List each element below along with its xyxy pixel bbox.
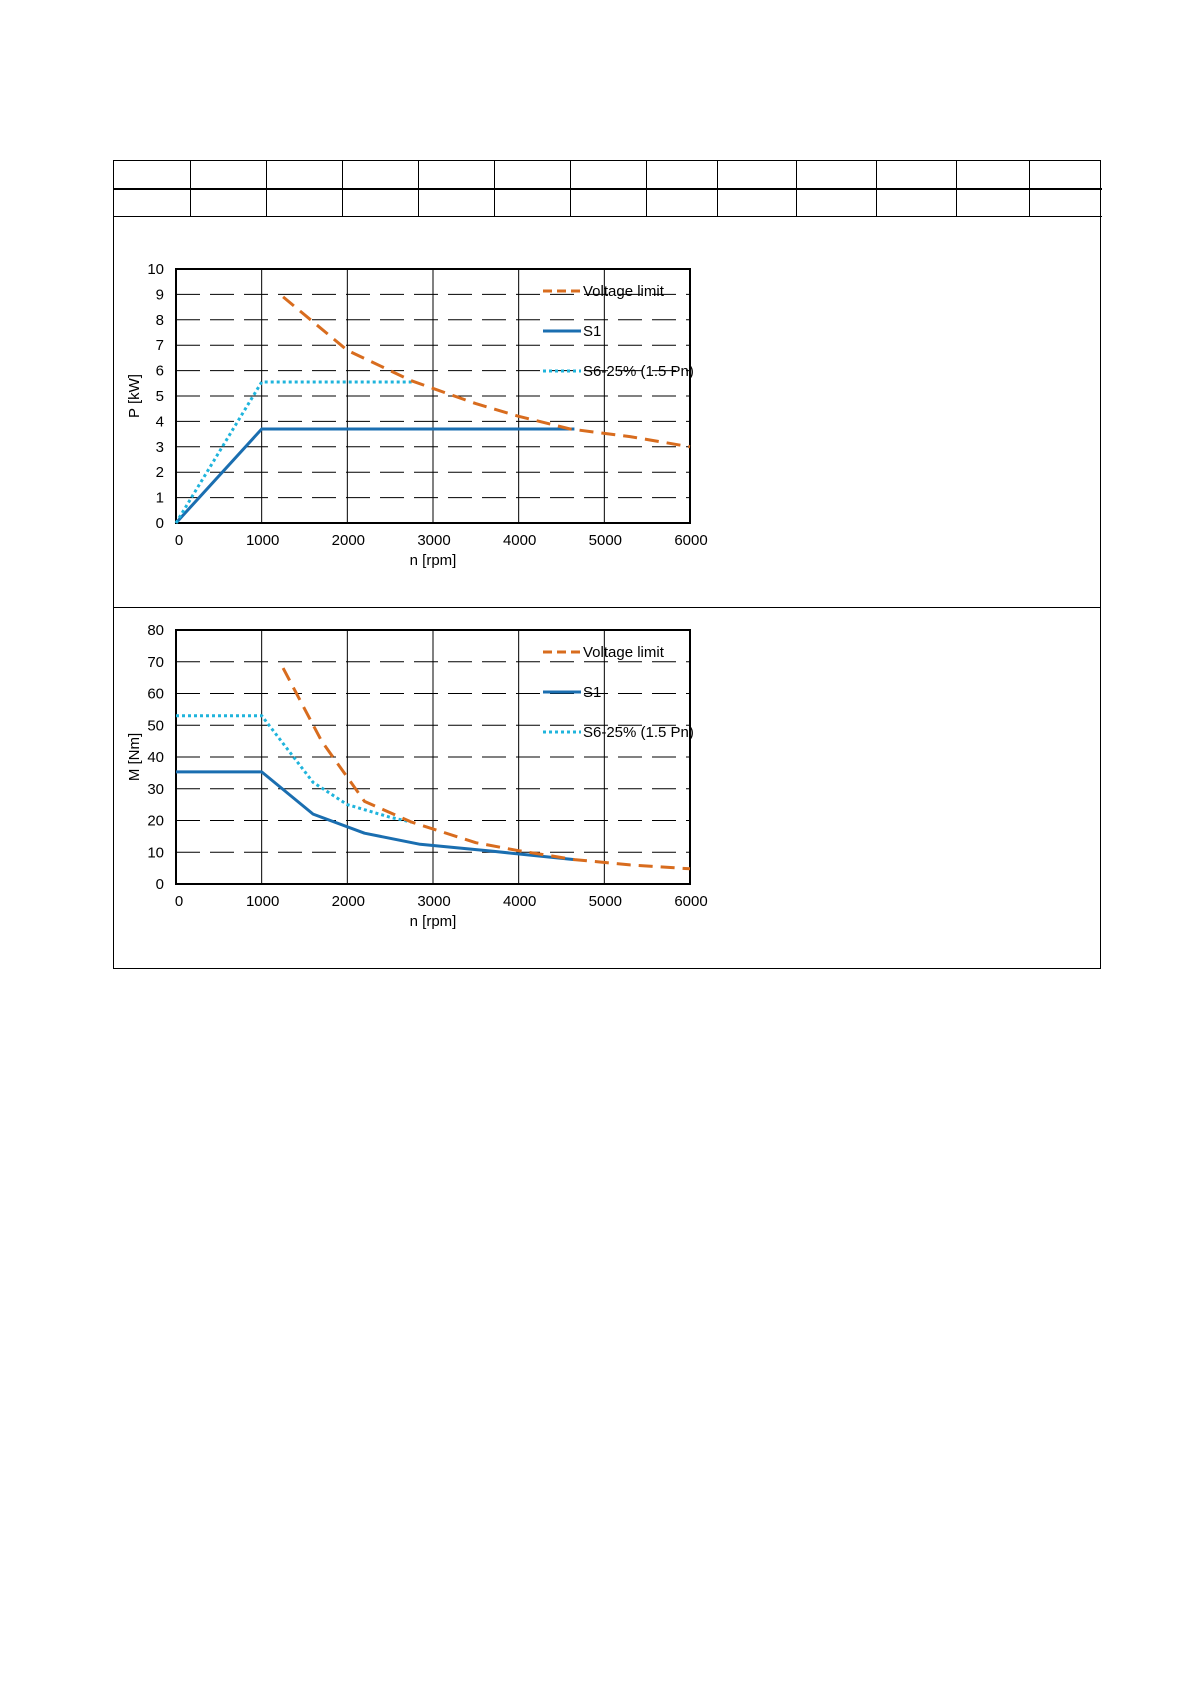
header-cell [717,161,797,190]
header-cell [876,161,957,190]
legend-label: Voltage limit [583,283,665,300]
header-cell [646,161,718,190]
header-cell [342,161,419,190]
header-cell [876,189,957,217]
series-line-voltage-limit [281,667,691,871]
y-tick-label: 8 [156,312,164,329]
x-axis-label: n [rpm] [410,913,457,930]
header-cell [494,161,571,190]
y-tick-label: 30 [147,781,164,798]
header-cell [266,161,343,190]
y-tick-label: 2 [156,464,164,481]
torque-chart: 0 10 20 30 40 50 60 70 80 0 1000 2000 3000 4000 5000 60… [126,622,708,930]
x-tick-label: 2000 [332,532,365,549]
header-cell [796,189,877,217]
x-tick-label: 5000 [589,893,622,910]
plot-area [175,268,691,524]
series-line-s1 [176,770,575,862]
x-tick-label: 2000 [332,893,365,910]
y-tick-label: 80 [147,622,164,639]
legend-entry: S6-25% (1.5 Pn) [543,724,694,741]
torque-chart-cell: 0 10 20 30 40 50 60 70 80 0 1000 2000 3000 4000 5000 60… [114,608,1100,968]
header-cell [570,161,647,190]
header-cell [1029,161,1102,190]
figure-frame: 0 1 2 3 4 5 6 7 8 9 10 0 1000 2000 3000 4000 5000 6000 n [… [113,160,1102,969]
header-cell [570,189,647,217]
legend-label: S6-25% (1.5 Pn) [583,724,694,741]
y-tick-label: 0 [156,515,164,532]
header-cell [418,189,495,217]
y-tick-label: 6 [156,363,164,380]
y-tick-label: 40 [147,749,164,766]
x-tick-label: 4000 [503,532,536,549]
header-cell [1029,189,1102,217]
y-tick-label: 0 [156,876,164,893]
y-tick-label: 4 [156,413,164,430]
y-tick-label: 50 [147,717,164,734]
legend-label: S1 [583,323,601,340]
x-tick-label: 0 [175,532,183,549]
series-line-s6-25-1-5-pn- [174,380,412,524]
legend-entry: S1 [543,323,601,340]
x-tick-label: 5000 [589,532,622,549]
y-tick-label: 5 [156,388,164,405]
x-tick-label: 3000 [417,532,450,549]
y-tick-label: 70 [147,654,164,671]
header-cell [956,189,1030,217]
header-cell [956,161,1030,190]
header-table [114,161,1102,217]
y-tick-label: 9 [156,286,164,303]
plot-area [175,629,691,885]
legend-entry: S1 [543,684,601,701]
y-tick-label: 3 [156,439,164,456]
series-line-s6-25-1-5-pn- [176,714,412,824]
header-cell [494,189,571,217]
x-tick-label: 1000 [246,893,279,910]
header-cell [717,189,797,217]
legend-entry: Voltage limit [543,644,665,661]
power-chart-cell: 0 1 2 3 4 5 6 7 8 9 10 0 1000 2000 3000 4000 5000 6000 n [… [114,247,1100,608]
x-tick-label: 3000 [417,893,450,910]
x-tick-label: 4000 [503,893,536,910]
series-line-voltage-limit [282,295,691,449]
header-cell [190,161,267,190]
x-axis-label: n [rpm] [410,552,457,569]
y-tick-label: 10 [147,261,164,278]
header-cell [114,161,191,190]
header-cell [418,161,495,190]
x-tick-label: 1000 [246,532,279,549]
header-row [114,161,1102,190]
header-cell [190,189,267,217]
x-tick-label: 0 [175,893,183,910]
header-cell [266,189,343,217]
legend-label: S6-25% (1.5 Pn) [583,363,694,380]
legend-label: Voltage limit [583,644,665,661]
y-tick-label: 7 [156,337,164,354]
y-tick-label: 20 [147,813,164,830]
x-tick-label: 6000 [674,893,707,910]
y-axis-label: P [kW] [126,374,143,418]
y-tick-label: 10 [147,844,164,861]
x-tick-label: 6000 [674,532,707,549]
legend-entry: S6-25% (1.5 Pn) [543,363,694,380]
legend-entry: Voltage limit [543,283,665,300]
series-line-s1 [174,427,575,525]
header-cell [796,161,877,190]
legend-label: S1 [583,684,601,701]
header-row [114,189,1102,217]
header-cell [114,189,191,217]
y-axis-label: M [Nm] [126,733,143,781]
header-cell [342,189,419,217]
power-chart: 0 1 2 3 4 5 6 7 8 9 10 0 1000 2000 3000 4000 5000 6000 n [… [126,261,708,569]
y-tick-label: 60 [147,686,164,703]
header-cell [646,189,718,217]
y-tick-label: 1 [156,490,164,507]
